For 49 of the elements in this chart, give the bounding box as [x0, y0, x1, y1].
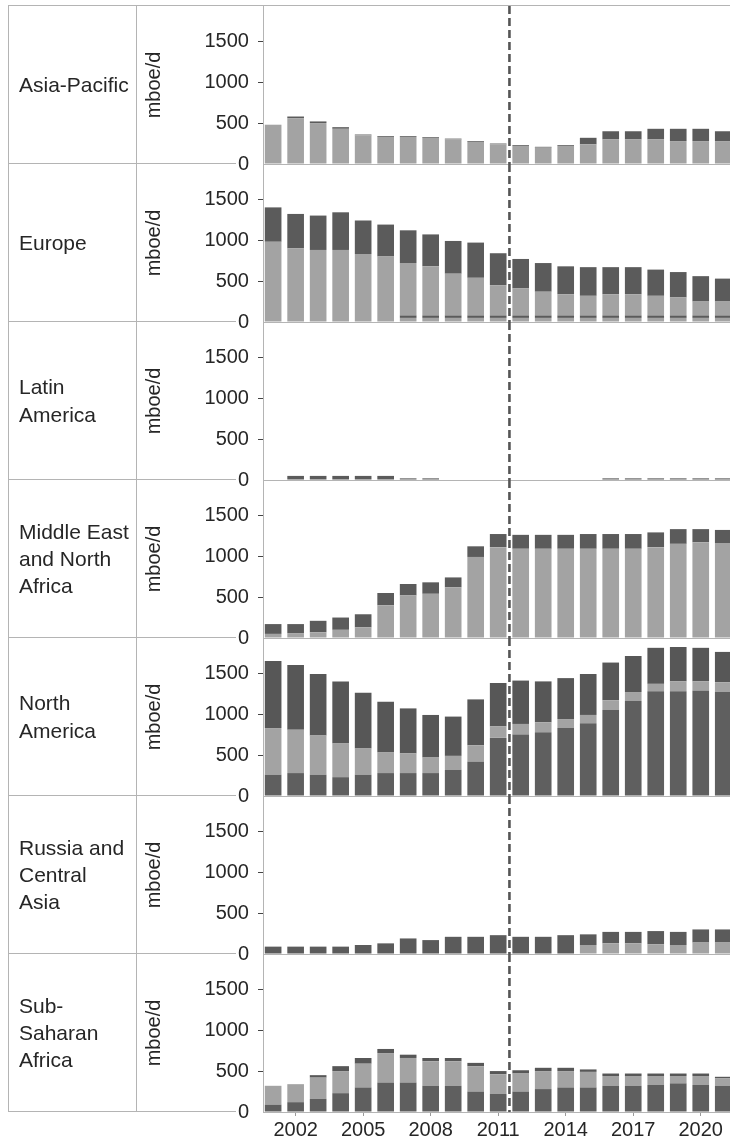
y-axis-title: mboe/d [141, 367, 164, 435]
y-tick-label: 1500 [204, 502, 249, 525]
text: Russia and Central Asia [19, 834, 126, 916]
x-tick-label: 2005 [340, 1117, 386, 1140]
y-tick-label: 500 [215, 426, 249, 449]
y-axis-title: mboe/d [141, 51, 164, 119]
text: Latin America [19, 374, 98, 428]
y-tick-label: 500 [215, 742, 249, 765]
y-axis-title: mboe/d [141, 999, 164, 1067]
y-tick-label: 0 [237, 941, 249, 964]
text: Sub-Saharan Africa [19, 992, 100, 1074]
y-axis-title: mboe/d [141, 683, 164, 751]
y-tick-label: 1000 [204, 69, 249, 92]
y-tick-label: 0 [237, 151, 249, 174]
y-tick-label: 500 [215, 110, 249, 133]
y-tick-label: 0 [237, 309, 249, 332]
y-tick-label: 500 [215, 268, 249, 291]
text: Middle East and North Africa [19, 518, 130, 600]
text: Europe [19, 229, 88, 256]
y-tick-label: 0 [237, 783, 249, 806]
x-tick-label: 2011 [476, 1117, 520, 1140]
y-tick-label: 1000 [204, 859, 249, 882]
y-tick-label: 1500 [204, 28, 249, 51]
y-tick-label: 1500 [204, 344, 249, 367]
y-tick-label: 1000 [204, 227, 249, 250]
y-tick-label: 0 [237, 467, 249, 490]
y-axis-title: mboe/d [141, 209, 164, 277]
y-axis-title: mboe/d [141, 841, 164, 909]
text: Asia-Pacific [19, 71, 130, 98]
y-tick-label: 500 [215, 1058, 249, 1081]
y-tick-label: 500 [215, 900, 249, 923]
y-tick-label: 1000 [204, 385, 249, 408]
y-tick-label: 1000 [204, 1017, 249, 1040]
y-tick-label: 1500 [204, 818, 249, 841]
y-tick-label: 1500 [204, 186, 249, 209]
y-tick-label: 0 [237, 625, 249, 648]
y-tick-label: 500 [215, 584, 249, 607]
x-tick-label: 2017 [610, 1117, 656, 1140]
y-tick-label: 1000 [204, 543, 249, 566]
x-tick-label: 2020 [678, 1117, 723, 1140]
y-axis-title: mboe/d [141, 525, 164, 593]
y-tick-label: 1500 [204, 976, 249, 999]
text: North America [19, 690, 98, 744]
y-tick-label: 1000 [204, 701, 249, 724]
x-tick-label: 2002 [273, 1117, 318, 1140]
y-tick-label: 0 [237, 1099, 249, 1122]
x-tick-label: 2008 [408, 1117, 453, 1140]
y-tick-label: 1500 [204, 660, 249, 683]
x-tick-label: 2014 [543, 1117, 588, 1140]
